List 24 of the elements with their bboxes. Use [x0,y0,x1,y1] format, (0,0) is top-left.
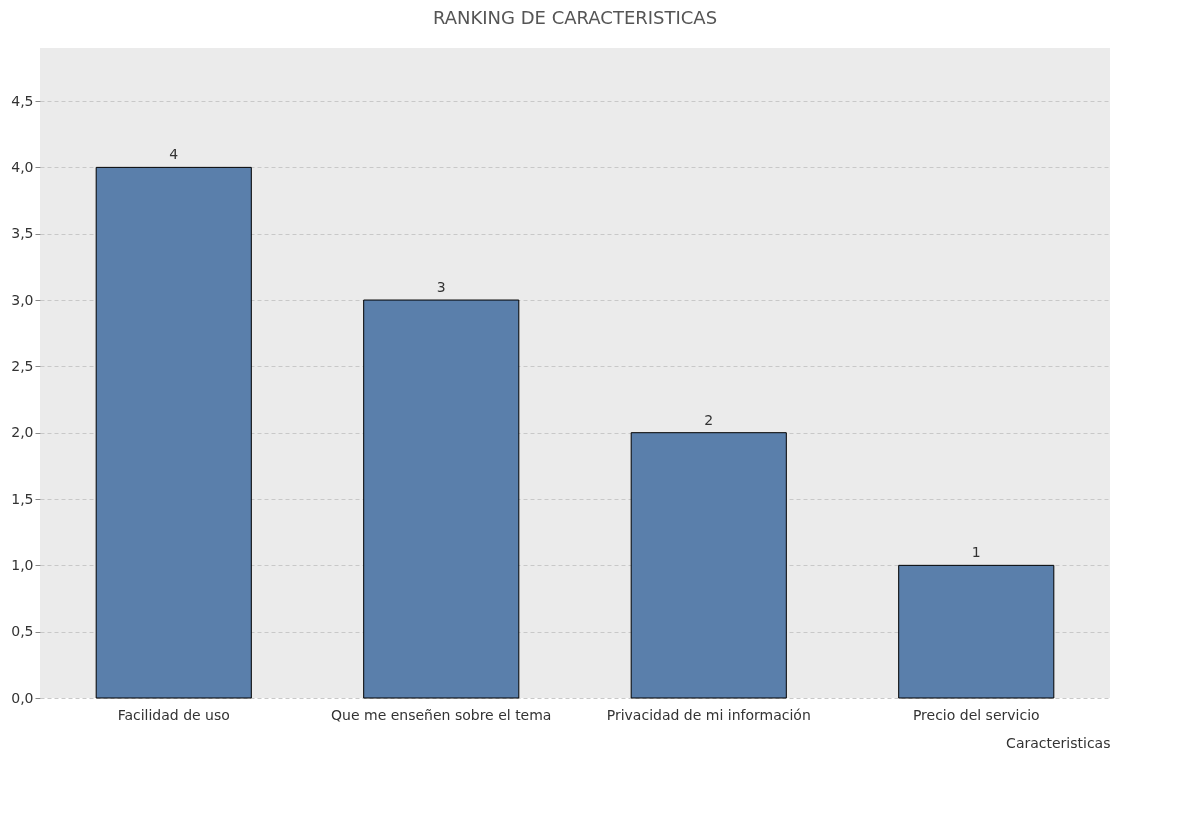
y-tick-label: 0,0 [11,689,34,706]
data-label: 2 [704,411,714,428]
x-axis-title: Caracteristicas [1006,734,1111,751]
data-label: 1 [971,544,981,561]
y-tick-label: 4,0 [11,158,34,175]
data-label: 4 [169,146,179,163]
y-tick-label: 4,5 [11,92,34,109]
data-label: 3 [436,279,446,296]
x-tick-label: Privacidad de mi información [606,706,811,723]
bar [95,166,252,699]
bar [363,299,520,699]
y-tick-label: 2,5 [11,357,34,374]
x-tick-label: Facilidad de uso [117,706,230,723]
x-tick-label: Precio del servicio [912,706,1040,723]
y-tick-label: 3,0 [11,291,34,308]
bar [898,564,1055,699]
x-tick-label: Que me enseñen sobre el tema [331,706,552,723]
y-tick-label: 3,5 [11,225,34,242]
y-tick-label: 1,0 [11,556,34,573]
y-tick-label: 2,0 [11,424,34,441]
y-tick-label: 1,5 [11,490,34,507]
chart-title: RANKING DE CARACTERISTICAS [432,7,718,28]
y-tick-label: 0,5 [11,623,34,640]
bar [630,432,787,699]
